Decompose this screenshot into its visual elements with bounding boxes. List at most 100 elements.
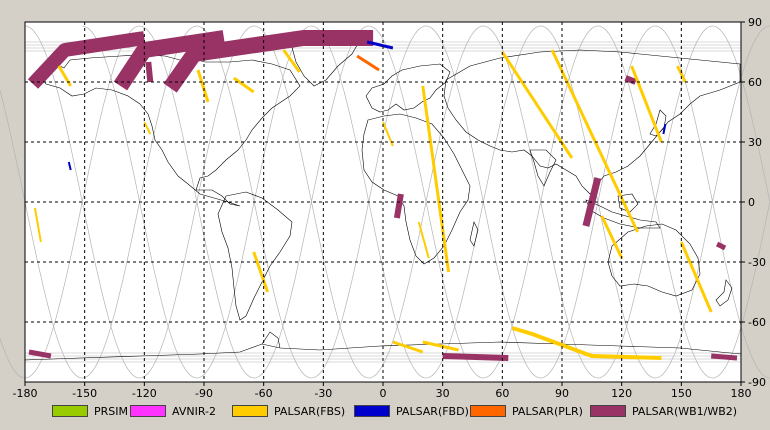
x-tick-label: -120	[132, 387, 157, 400]
legend-label: PALSAR(FBS)	[274, 404, 346, 418]
y-tick-label: -30	[748, 256, 766, 269]
y-tick-label: 60	[748, 76, 762, 89]
orbit-track	[540, 25, 770, 379]
legend-swatch	[52, 405, 88, 417]
swath-palsar-wb1-wb2	[163, 30, 374, 93]
antarctic-peninsula-outline	[261, 331, 281, 349]
swath-palsar-fbs	[392, 340, 424, 354]
orbit-track	[483, 25, 713, 379]
australia-outline	[607, 223, 701, 297]
legend-swatch	[354, 405, 390, 417]
orbit-track	[368, 25, 598, 379]
y-tick-label: -90	[748, 376, 766, 389]
swath-palsar-fbs	[676, 65, 687, 83]
orbit-track	[139, 25, 369, 379]
borneo-outline	[617, 193, 639, 213]
y-tick-labels: 90 60 30 0 -30 -60 -90	[741, 16, 766, 389]
swath-palsar-wb1-wb2	[393, 193, 404, 219]
swath-palsar-fbs	[417, 221, 430, 259]
africa-outline	[361, 113, 471, 265]
x-tick-label: 30	[436, 387, 450, 400]
x-tick-label: -30	[314, 387, 332, 400]
x-tick-label: 180	[731, 387, 752, 400]
swath-palsar-fbs	[143, 121, 152, 135]
legend-label: PALSAR(PLR)	[512, 404, 583, 418]
x-tick-label: -60	[255, 387, 273, 400]
swath-palsar-fbs	[511, 326, 662, 360]
swath-palsar-fbs	[600, 215, 624, 259]
x-tick-label: 150	[671, 387, 692, 400]
orbit-track	[0, 25, 197, 379]
x-tick-label: -90	[195, 387, 213, 400]
x-tick-label: 90	[555, 387, 569, 400]
y-tick-label: 90	[748, 16, 762, 29]
legend-item: PALSAR(FBD)	[354, 404, 469, 418]
x-tick-label: -150	[72, 387, 97, 400]
y-tick-label: 30	[748, 136, 762, 149]
swath-palsar-fbs	[679, 241, 713, 313]
swath-palsar-fbd	[366, 40, 394, 50]
swath-palsar-wb1-wb2	[711, 353, 738, 361]
orbit-track	[82, 25, 312, 379]
legend: PRSIM AVNIR-2 PALSAR(FBS) PALSAR(FBD) PALSAR…	[0, 400, 770, 426]
swath-palsar-fbs	[252, 251, 270, 293]
coverage-map: -180 -150 -120 -90 -60 -30 0 30 60 90 120 150 180 90…	[0, 16, 770, 400]
japan-outline	[649, 109, 667, 137]
legend-label: PRSIM	[94, 404, 128, 418]
legend-label: AVNIR-2	[172, 404, 216, 418]
x-tick-label: 60	[495, 387, 509, 400]
acquisition-swaths	[27, 30, 738, 361]
legend-item: PALSAR(PLR)	[470, 404, 583, 418]
swath-palsar-fbs	[33, 207, 42, 243]
legend-item: PALSAR(FBS)	[232, 404, 345, 418]
swath-palsar-wb1-wb2	[113, 30, 226, 91]
y-tick-label: -60	[748, 316, 766, 329]
swath-palsar-wb1-wb2	[145, 61, 154, 83]
swath-palsar-fbd	[662, 123, 667, 135]
swath-palsar-fbs	[282, 49, 301, 73]
antarctica-outline	[24, 341, 742, 361]
swath-palsar-fbd	[67, 161, 72, 171]
graticule	[25, 22, 741, 382]
legend-label: PALSAR(WB1/WB2)	[632, 404, 738, 418]
orbit-track	[24, 25, 255, 379]
plot-area: -180 -150 -120 -90 -60 -30 0 30 60 90 120 150 180 90…	[0, 16, 770, 400]
orbit-track	[426, 25, 656, 379]
orbit-track	[196, 25, 427, 379]
madagascar-outline	[469, 221, 479, 247]
swath-palsar-wb1-wb2	[28, 349, 52, 359]
swath-palsar-fbs	[422, 340, 459, 352]
orbit-track	[712, 25, 770, 205]
swath-palsar-wb1-wb2	[715, 241, 727, 251]
swath-palsar-fbs	[501, 51, 574, 159]
swath-palsar-wb1-wb2	[624, 75, 637, 85]
south-america-outline	[217, 191, 293, 321]
legend-item: AVNIR-2	[130, 404, 216, 418]
swath-palsar-fbs	[57, 65, 72, 87]
swath-palsar-wb1-wb2	[27, 31, 146, 89]
swath-palsar-plr	[356, 54, 380, 72]
swath-palsar-fbs	[232, 76, 255, 94]
legend-label: PALSAR(FBD)	[396, 404, 469, 418]
swath-palsar-wb1-wb2	[442, 353, 509, 361]
x-tick-label: 0	[380, 387, 387, 400]
x-tick-label: 120	[611, 387, 632, 400]
legend-swatch	[590, 405, 626, 417]
swath-palsar-fbs	[196, 69, 210, 103]
x-tick-labels: -180 -150 -120 -90 -60 -30 0 30 60 90 120 150 180	[13, 382, 752, 400]
y-tick-label: 0	[748, 196, 755, 209]
legend-swatch	[470, 405, 506, 417]
legend-swatch	[232, 405, 268, 417]
swath-palsar-fbs	[421, 85, 451, 273]
orbit-track	[597, 25, 770, 379]
india-outline	[529, 149, 557, 187]
orbit-track	[254, 25, 484, 379]
x-tick-label: -180	[13, 387, 38, 400]
legend-item: PALSAR(WB1/WB2)	[590, 404, 737, 418]
legend-item: PRSIM	[52, 404, 128, 418]
swath-palsar-fbs	[630, 65, 663, 143]
new-zealand-outline	[715, 279, 733, 307]
europe-outline	[365, 63, 451, 113]
swath-palsar-fbs	[550, 49, 639, 233]
